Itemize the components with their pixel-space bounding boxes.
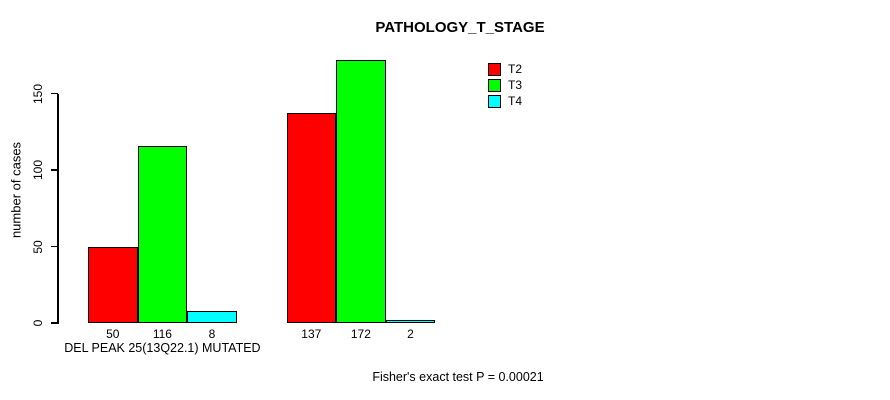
y-axis-title: number of cases bbox=[8, 141, 24, 239]
legend-item-t2: T2 bbox=[488, 61, 522, 77]
bar-t4-group2 bbox=[385, 319, 436, 323]
bar-value-label: 2 bbox=[407, 326, 414, 341]
y-axis-tick-label: 50 bbox=[31, 239, 45, 254]
bar-value-label: 137 bbox=[301, 326, 322, 341]
y-axis-tick-mark bbox=[50, 169, 58, 171]
legend-item-t4: T4 bbox=[488, 93, 522, 109]
legend-swatch-t3 bbox=[488, 78, 501, 92]
legend-label-t2: T2 bbox=[508, 62, 523, 76]
y-axis-tick-mark bbox=[50, 92, 58, 95]
bar-t2-group1 bbox=[88, 246, 138, 323]
y-axis-tick-mark bbox=[50, 245, 58, 248]
legend-swatch-t4 bbox=[488, 94, 501, 108]
y-axis-tick-label: 100 bbox=[31, 159, 45, 181]
bar-value-label: 50 bbox=[106, 326, 120, 341]
bar-t4-group1 bbox=[187, 310, 237, 323]
bar-t2-group2 bbox=[286, 113, 337, 323]
bar-value-label: 172 bbox=[350, 326, 371, 341]
legend-label-t4: T4 bbox=[508, 94, 523, 108]
legend-item-t3: T3 bbox=[488, 77, 522, 93]
y-axis-tick-label: 150 bbox=[31, 83, 45, 104]
bar-value-label: 8 bbox=[208, 326, 216, 341]
y-axis-tick-mark bbox=[50, 322, 58, 324]
legend: T2 T3 T4 bbox=[488, 61, 522, 109]
bar-t3-group2 bbox=[336, 59, 386, 323]
statistical-test-annotation: Fisher's exact test P = 0.00021 bbox=[372, 370, 544, 384]
y-axis-tick-label: 0 bbox=[31, 319, 45, 327]
legend-label-t3: T3 bbox=[508, 78, 523, 92]
bar-t3-group1 bbox=[137, 145, 188, 323]
bar-value-label: 116 bbox=[152, 326, 172, 341]
chart-title: PATHOLOGY_T_STAGE bbox=[375, 19, 545, 36]
y-axis-line bbox=[57, 93, 59, 324]
x-axis-group-label: DEL PEAK 25(13Q22.1) MUTATED bbox=[64, 341, 261, 355]
legend-swatch-t2 bbox=[488, 62, 501, 76]
